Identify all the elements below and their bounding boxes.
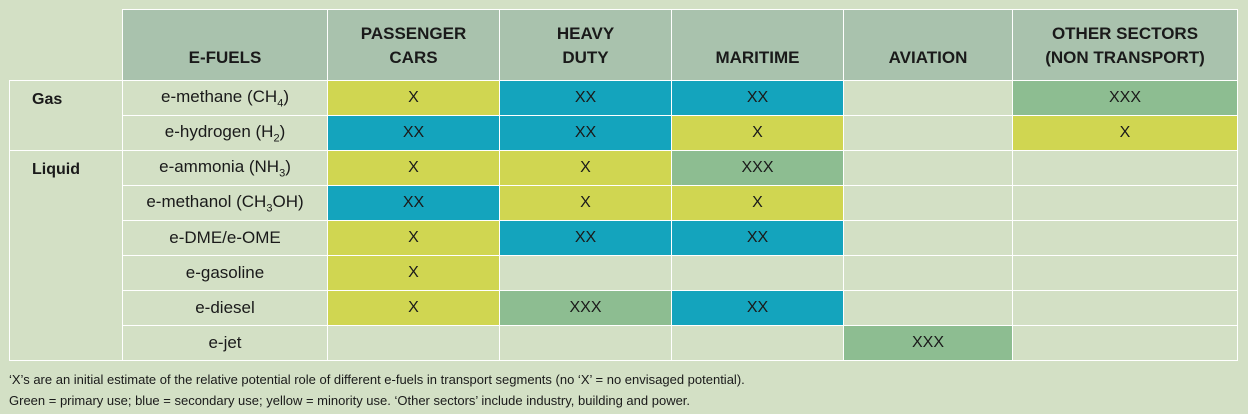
cell-aviation (843, 220, 1013, 256)
cell-passenger-cars: X (327, 80, 500, 116)
cell-passenger-cars: X (327, 150, 500, 186)
header-other-sectors-line2: (NON TRANSPORT) (1045, 48, 1205, 67)
fuel-name-text: e-diesel (195, 298, 255, 317)
table-row: e-jet XXX (10, 325, 1238, 361)
table-row: Liquid e-ammonia (NH3) X X XXX (9, 150, 1238, 361)
fuel-name-text: e-methane (CH (160, 86, 278, 106)
fuel-name-subscript: 4 (277, 97, 284, 110)
cell-heavy-duty: X (499, 150, 672, 186)
fuel-name-suffix: ) (283, 86, 289, 106)
fuel-name-suffix: OH) (272, 191, 304, 211)
cell-other-sectors (1012, 255, 1238, 291)
header-aviation: AVIATION (843, 9, 1013, 81)
cell-maritime: X (671, 185, 844, 221)
efuels-table: E-FUELS PASSENGER CARS HEAVY DUTY MARITIME… (9, 9, 1238, 361)
cell-passenger-cars (327, 325, 500, 361)
cell-heavy-duty: XX (499, 220, 672, 256)
cell-heavy-duty: XX (499, 115, 672, 151)
cell-other-sectors: X (1012, 115, 1238, 151)
fuel-name: e-hydrogen (H2) (122, 115, 328, 151)
fuel-name: e-diesel (122, 290, 328, 326)
header-row: E-FUELS PASSENGER CARS HEAVY DUTY MARITIME… (9, 9, 1238, 81)
header-passenger-cars-line1: PASSENGER (360, 24, 467, 43)
cell-maritime: X (671, 115, 844, 151)
table-row: Gas e-methane (CH4) X XX XX XXX (9, 80, 1238, 151)
header-heavy-duty: HEAVY DUTY (499, 9, 672, 81)
header-blank-cell (9, 9, 123, 81)
cell-other-sectors (1012, 325, 1238, 361)
cell-heavy-duty: X (499, 185, 672, 221)
cell-aviation (843, 290, 1013, 326)
cell-passenger-cars: XX (327, 115, 500, 151)
cell-heavy-duty: XX (499, 80, 672, 116)
header-passenger-cars: PASSENGER CARS (327, 9, 500, 81)
fuel-name-text: e-methanol (CH (146, 191, 267, 211)
cell-aviation (843, 185, 1013, 221)
fuel-name: e-methanol (CH3OH) (122, 185, 328, 221)
table-row: e-hydrogen (H2) XX XX X X (10, 115, 1238, 151)
cell-aviation: XXX (843, 325, 1013, 361)
table-body: Gas e-methane (CH4) X XX XX XXX e-hydrogen (H2… (9, 80, 1238, 361)
fuel-name: e-jet (122, 325, 328, 361)
cell-passenger-cars: X (327, 220, 500, 256)
fuel-name-text: e-hydrogen (H (164, 121, 274, 141)
efuels-table-container: E-FUELS PASSENGER CARS HEAVY DUTY MARITIME… (9, 9, 1238, 361)
footnote-estimate: ‘X’s are an initial estimate of the rela… (9, 372, 745, 387)
fuel-name-text: e-jet (208, 333, 242, 352)
cell-aviation (843, 80, 1013, 116)
fuel-name: e-DME/e-OME (122, 220, 328, 256)
fuel-name-suffix: ) (285, 156, 291, 176)
table-row: e-diesel X XXX XX (10, 290, 1238, 326)
cell-heavy-duty (499, 255, 672, 291)
fuel-name-suffix: ) (279, 121, 286, 141)
header-heavy-duty-line1: HEAVY (556, 24, 615, 43)
table-row: e-DME/e-OME X XX XX (10, 220, 1238, 256)
cell-maritime: XX (671, 290, 844, 326)
header-maritime: MARITIME (671, 9, 844, 81)
cell-passenger-cars: X (327, 290, 500, 326)
cell-aviation (843, 255, 1013, 291)
fuel-name-subscript: 2 (273, 132, 280, 145)
fuel-name: e-methane (CH4) (122, 80, 328, 116)
cell-other-sectors (1012, 185, 1238, 221)
fuel-name-subscript: 3 (279, 167, 286, 180)
header-heavy-duty-line2: DUTY (562, 48, 609, 67)
fuel-name-text: e-gasoline (185, 263, 265, 282)
header-efuels: E-FUELS (122, 9, 328, 81)
cell-heavy-duty (499, 325, 672, 361)
cell-other-sectors (1012, 150, 1238, 186)
header-other-sectors-line1: OTHER SECTORS (1051, 24, 1199, 43)
cell-heavy-duty: XXX (499, 290, 672, 326)
header-other-sectors: OTHER SECTORS (NON TRANSPORT) (1012, 9, 1238, 81)
cell-aviation (843, 150, 1013, 186)
fuel-name: e-gasoline (122, 255, 328, 291)
footnote-color-legend: Green = primary use; blue = secondary us… (9, 393, 691, 408)
cell-passenger-cars: X (327, 255, 500, 291)
cell-maritime: XX (671, 220, 844, 256)
fuel-name-text: e-DME/e-OME (169, 228, 281, 247)
group-gas: Gas (9, 80, 123, 151)
cell-maritime (671, 255, 844, 291)
cell-maritime: XXX (671, 150, 844, 186)
cell-passenger-cars: XX (327, 185, 500, 221)
table-row: e-gasoline X (10, 255, 1238, 291)
cell-aviation (843, 115, 1013, 151)
group-liquid: Liquid (9, 150, 123, 361)
cell-maritime: XX (671, 80, 844, 116)
header-passenger-cars-line2: CARS (389, 48, 438, 67)
cell-other-sectors: XXX (1012, 80, 1238, 116)
cell-other-sectors (1012, 220, 1238, 256)
cell-maritime (671, 325, 844, 361)
fuel-name-subscript: 3 (266, 202, 273, 215)
table-row: e-methanol (CH3OH) XX X X (10, 185, 1238, 221)
fuel-name: e-ammonia (NH3) (122, 150, 328, 186)
fuel-name-text: e-ammonia (NH (159, 156, 280, 176)
cell-other-sectors (1012, 290, 1238, 326)
